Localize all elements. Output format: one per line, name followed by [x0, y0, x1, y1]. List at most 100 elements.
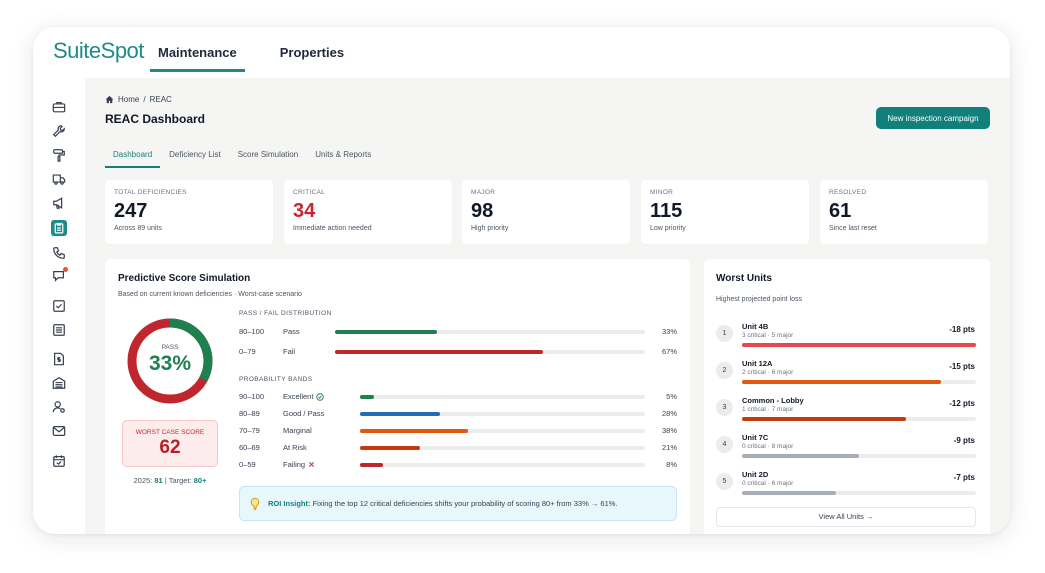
mail-icon[interactable] — [52, 424, 66, 438]
stat-value: 34 — [293, 200, 316, 222]
card-title: Predictive Score Simulation — [118, 273, 251, 284]
page-title: REAC Dashboard — [105, 112, 206, 126]
bar-track — [742, 491, 976, 495]
tab-deficiency-list[interactable]: Deficiency List — [169, 150, 221, 159]
rank-badge: 4 — [716, 436, 733, 453]
bar-fill — [360, 395, 375, 399]
phone-icon[interactable] — [52, 246, 66, 260]
donut-pass-arc — [127, 318, 213, 404]
band-row-failing: 0–59 Failing 8% — [239, 459, 677, 471]
distribution-label: PASS / FAIL DISTRIBUTION — [239, 310, 332, 317]
row-percent: 8% — [666, 460, 677, 469]
unit-points: -9 pts — [953, 436, 975, 445]
nav-maintenance[interactable]: Maintenance — [150, 45, 245, 72]
worst-unit-row[interactable]: 2 Unit 12A 2 critical · 6 major -15 pts — [716, 358, 977, 392]
row-name: At Risk — [283, 443, 307, 452]
stat-card-total: TOTAL DEFICIENCIES 247 Across 89 units — [105, 180, 273, 244]
row-percent: 28% — [661, 409, 677, 418]
bar-track — [360, 429, 645, 433]
year-label: 2025: — [133, 476, 153, 485]
row-range: 80–89 — [239, 409, 260, 418]
list-icon[interactable] — [52, 323, 66, 337]
building-icon[interactable] — [52, 376, 66, 390]
bar-track — [742, 454, 976, 458]
new-inspection-campaign-button[interactable]: New inspection campaign — [876, 107, 990, 129]
nav-properties[interactable]: Properties — [279, 45, 345, 60]
bar-track — [360, 446, 645, 450]
unit-detail: 2 critical · 6 major — [742, 369, 794, 376]
worst-unit-row[interactable]: 4 Unit 7C 0 critical · 8 major -9 pts — [716, 432, 977, 466]
unit-detail: 0 critical · 8 major — [742, 443, 794, 450]
tab-bar: Dashboard Deficiency List Score Simulati… — [105, 146, 380, 168]
worst-unit-row[interactable]: 5 Unit 2D 0 critical · 6 major -7 pts — [716, 469, 977, 503]
stat-value: 247 — [114, 200, 148, 222]
sidebar — [33, 78, 85, 534]
row-name: Excellent — [283, 392, 314, 401]
tab-score-simulation[interactable]: Score Simulation — [237, 150, 299, 159]
unit-name: Common - Lobby — [742, 396, 804, 405]
bar-fill — [742, 380, 941, 384]
row-range: 0–79 — [239, 347, 256, 356]
chat-alert-icon[interactable] — [52, 267, 68, 283]
clipboard-icon[interactable] — [51, 220, 67, 236]
card-title: Worst Units — [716, 273, 772, 284]
worst-unit-row[interactable]: 1 Unit 4B 3 critical · 5 major -18 pts — [716, 321, 977, 355]
view-all-units-button[interactable]: View All Units → — [716, 507, 976, 527]
score-simulation-card: Predictive Score Simulation Based on cur… — [105, 259, 690, 534]
unit-points: -18 pts — [949, 325, 975, 334]
row-range: 90–100 — [239, 392, 265, 401]
unit-name: Unit 7C — [742, 433, 769, 442]
main-content: Home / REAC REAC Dashboard New inspectio… — [85, 78, 1010, 534]
bar-track — [360, 463, 645, 467]
truck-icon[interactable] — [52, 172, 66, 186]
bar-fill — [335, 350, 543, 354]
breadcrumb-current: REAC — [149, 95, 172, 104]
stat-label: MINOR — [650, 189, 674, 196]
stat-card-minor: MINOR 115 Low priority — [641, 180, 809, 244]
briefcase-icon[interactable] — [52, 100, 66, 114]
row-name-wrap: Excellent — [283, 392, 325, 401]
suitespot-logo[interactable]: SuiteSpot — [53, 38, 144, 64]
unit-points: -15 pts — [949, 362, 975, 371]
user-settings-icon[interactable] — [52, 400, 66, 414]
row-range: 0–59 — [239, 460, 256, 469]
tab-dashboard[interactable]: Dashboard — [105, 146, 161, 168]
paint-roller-icon[interactable] — [52, 148, 66, 162]
band-row-excellent: 90–100 Excellent 5% — [239, 391, 677, 403]
stat-card-major: MAJOR 98 High priority — [462, 180, 630, 244]
document-dollar-icon[interactable] — [52, 352, 66, 366]
bar-track — [742, 343, 976, 347]
stat-sub: Low priority — [650, 225, 686, 232]
stat-value: 115 — [650, 200, 683, 222]
home-icon[interactable] — [105, 95, 114, 104]
bar-track — [335, 350, 645, 354]
row-percent: 33% — [661, 327, 677, 336]
bar-track — [742, 380, 976, 384]
bar-track — [742, 417, 976, 421]
checkbox-icon[interactable] — [52, 299, 66, 313]
lightbulb-icon — [250, 497, 260, 511]
row-name: Good / Pass — [283, 409, 325, 418]
unit-detail: 0 critical · 6 major — [742, 480, 794, 487]
top-bar: SuiteSpot Maintenance Properties — [33, 27, 1010, 78]
app-window: SuiteSpot Maintenance Properties — [33, 27, 1010, 534]
stat-label: MAJOR — [471, 189, 496, 196]
bands-label: PROBABILITY BANDS — [239, 376, 313, 383]
donut-label: PASS — [161, 344, 179, 351]
breadcrumb: Home / REAC — [105, 95, 172, 104]
insight-text-wrap: ROI Insight: Fixing the top 12 critical … — [268, 499, 618, 508]
row-name: Marginal — [283, 426, 312, 435]
worst-unit-row[interactable]: 3 Common - Lobby 1 critical · 7 major -1… — [716, 395, 977, 429]
wrench-icon[interactable] — [52, 124, 66, 138]
calendar-check-icon[interactable] — [52, 454, 66, 468]
row-range: 70–79 — [239, 426, 260, 435]
rank-badge: 1 — [716, 325, 733, 342]
unit-name: Unit 2D — [742, 470, 769, 479]
rank-badge: 5 — [716, 473, 733, 490]
unit-detail: 1 critical · 7 major — [742, 406, 794, 413]
tab-units-reports[interactable]: Units & Reports — [315, 150, 372, 159]
breadcrumb-home[interactable]: Home — [118, 95, 140, 104]
unit-name: Unit 12A — [742, 359, 773, 368]
megaphone-icon[interactable] — [52, 196, 66, 210]
bar-fill — [360, 463, 383, 467]
